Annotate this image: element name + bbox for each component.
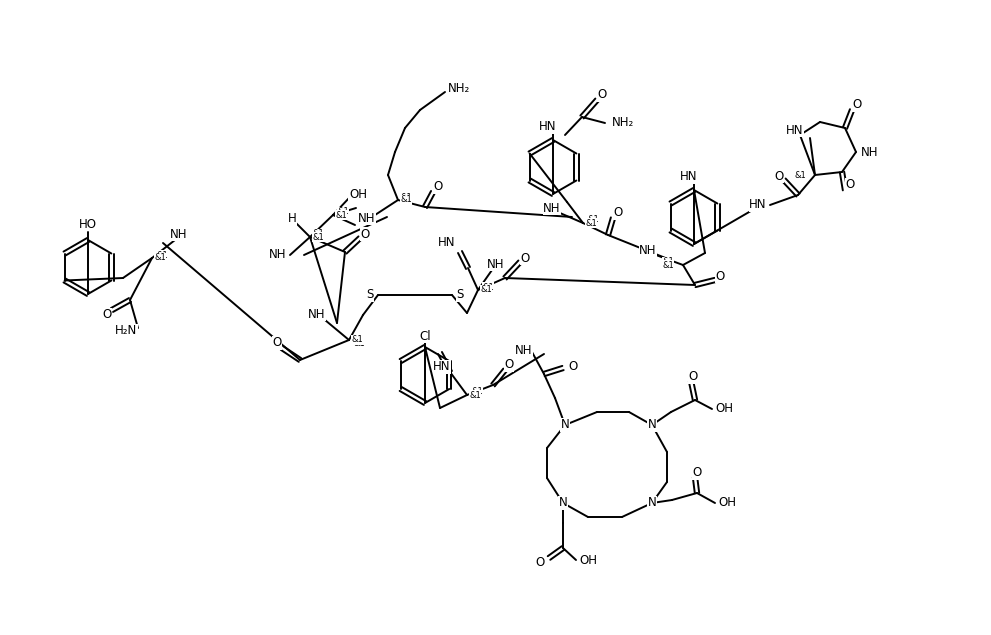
Text: NH: NH	[639, 243, 657, 257]
Text: HN: HN	[749, 199, 767, 211]
Text: N: N	[561, 418, 570, 432]
Text: O: O	[693, 467, 702, 479]
Text: O: O	[613, 206, 622, 220]
Text: &1: &1	[157, 250, 167, 260]
Text: O: O	[845, 178, 854, 192]
Text: HN: HN	[433, 361, 451, 373]
Text: O: O	[504, 359, 513, 371]
Text: O: O	[433, 180, 443, 194]
Text: NH: NH	[543, 201, 561, 215]
Text: &1: &1	[483, 283, 494, 291]
Text: &1: &1	[794, 171, 806, 180]
Text: &1: &1	[353, 338, 365, 347]
Text: HN: HN	[438, 236, 456, 248]
Text: NH: NH	[861, 145, 879, 159]
Text: NH: NH	[270, 248, 286, 262]
Text: NH: NH	[359, 211, 376, 225]
Text: O: O	[598, 88, 606, 102]
Text: &1: &1	[469, 391, 481, 399]
Text: &1: &1	[312, 229, 324, 239]
Text: NH₂: NH₂	[611, 116, 634, 130]
Text: O: O	[716, 269, 724, 283]
Text: &1: &1	[662, 260, 674, 269]
Text: &1: &1	[400, 196, 412, 204]
Text: NH₂: NH₂	[448, 83, 470, 95]
Text: &1: &1	[585, 218, 597, 227]
Text: N: N	[648, 418, 656, 432]
Text: O: O	[361, 227, 370, 241]
Text: &1: &1	[351, 335, 363, 345]
Text: &1: &1	[471, 387, 483, 396]
Text: HO: HO	[79, 218, 97, 231]
Text: HN: HN	[680, 171, 698, 184]
Text: O: O	[689, 370, 698, 384]
Text: OH: OH	[718, 497, 736, 509]
Text: O: O	[852, 98, 861, 112]
Text: O: O	[569, 359, 578, 373]
Text: O: O	[520, 251, 529, 265]
Text: O: O	[535, 556, 545, 570]
Text: H: H	[287, 213, 296, 225]
Text: Cl: Cl	[419, 330, 431, 342]
Text: NH: NH	[515, 344, 533, 356]
Text: NH: NH	[308, 307, 326, 321]
Text: &1: &1	[587, 215, 599, 225]
Text: N: N	[559, 497, 568, 509]
Text: O: O	[102, 309, 112, 321]
Text: HN: HN	[539, 121, 557, 133]
Text: OH: OH	[715, 403, 733, 415]
Text: &1: &1	[480, 286, 492, 295]
Text: &1: &1	[312, 232, 324, 241]
Text: NH: NH	[170, 227, 187, 241]
Text: HN: HN	[786, 123, 804, 137]
Text: OH: OH	[579, 554, 597, 566]
Text: OH: OH	[349, 187, 367, 201]
Text: S: S	[367, 288, 374, 302]
Text: &1: &1	[337, 208, 349, 217]
Text: &1: &1	[400, 192, 412, 201]
Text: N: N	[648, 497, 656, 509]
Text: H₂N: H₂N	[115, 324, 137, 337]
Text: NH: NH	[488, 258, 504, 271]
Text: &1: &1	[335, 210, 347, 220]
Text: &1: &1	[662, 258, 674, 267]
Text: S: S	[456, 288, 464, 302]
Text: O: O	[774, 170, 784, 182]
Text: &1: &1	[155, 253, 165, 262]
Text: O: O	[273, 337, 281, 349]
